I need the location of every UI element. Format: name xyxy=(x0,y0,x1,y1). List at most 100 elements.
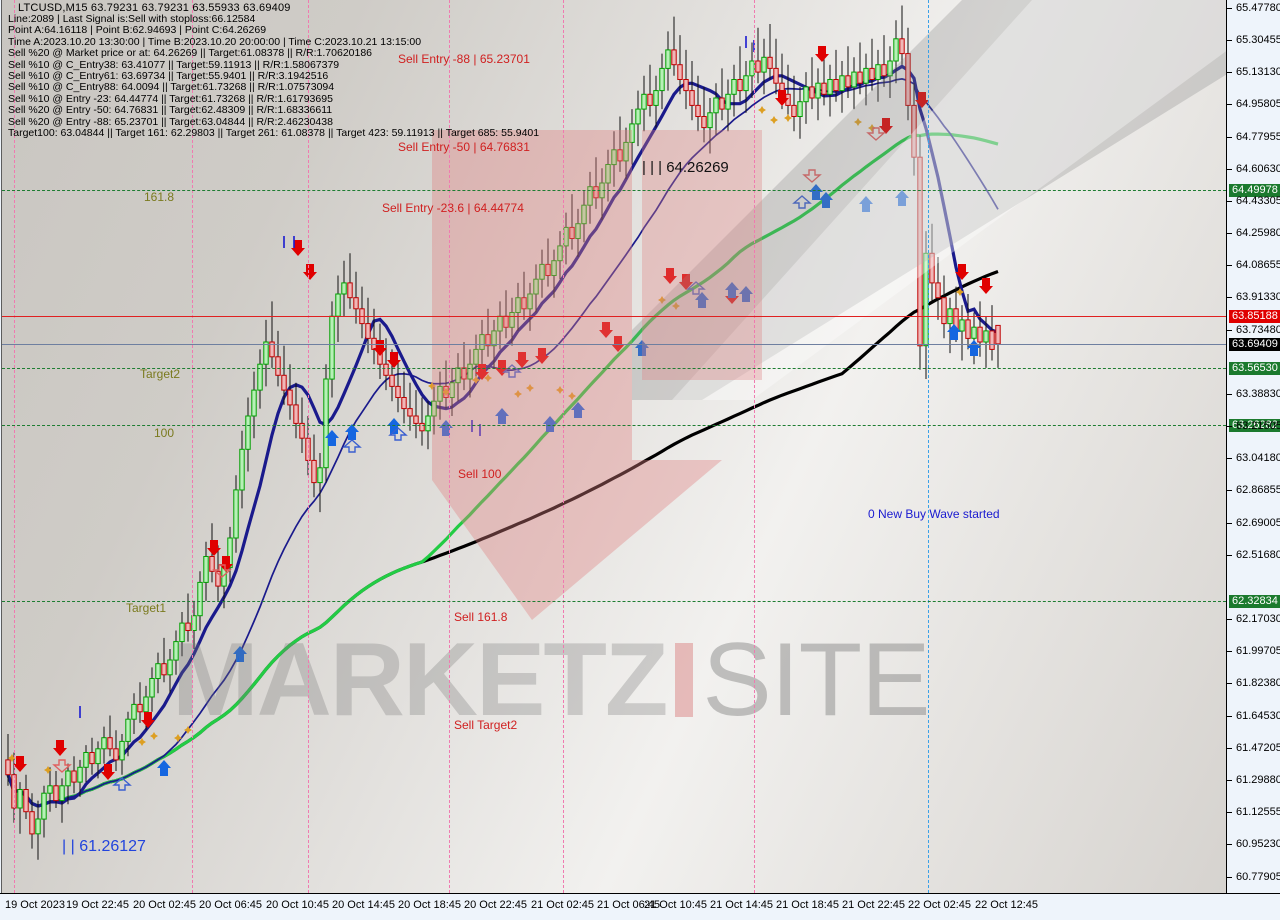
candle-body xyxy=(887,60,893,77)
hollow-down-arrow-icon xyxy=(802,169,822,183)
candle-body xyxy=(395,385,401,398)
candle-body xyxy=(929,252,935,284)
sell-signal-arrow-icon xyxy=(879,118,893,134)
candle-body xyxy=(659,67,665,92)
candle-body xyxy=(275,356,281,376)
candle-body xyxy=(629,123,635,143)
candle-body xyxy=(35,818,41,835)
sell-signal-arrow-icon xyxy=(53,740,67,756)
candle-body xyxy=(737,79,743,92)
candle-body xyxy=(389,374,395,387)
candlestick-group xyxy=(5,5,1001,860)
candle-body xyxy=(611,149,617,166)
candle-body xyxy=(491,330,497,347)
candle-body xyxy=(173,641,179,661)
hollow-down-arrow-icon xyxy=(866,127,886,141)
price-tick-label: 64.95805 xyxy=(1236,98,1280,110)
candle-body xyxy=(911,104,917,158)
price-scale[interactable]: 64.49978 63.85188 63.69409 63.56530 63.26282… xyxy=(1226,0,1280,893)
time-tick-label: 21 Oct 06:45 xyxy=(597,899,660,911)
vertical-time-separator xyxy=(754,0,755,893)
sell-signal-arrow-icon xyxy=(955,264,969,280)
price-tick-label: 65.30455 xyxy=(1236,34,1280,46)
price-tick-mark xyxy=(1227,748,1232,749)
ma-navy-slow-line xyxy=(7,78,999,808)
candle-body xyxy=(497,315,503,332)
candle-body xyxy=(143,696,149,713)
buy-signal-arrow-icon xyxy=(859,196,873,212)
price-tick-mark xyxy=(1227,72,1232,73)
candle-body xyxy=(863,67,869,84)
price-level-line xyxy=(2,368,1226,369)
candle-body xyxy=(869,67,875,81)
candle-body xyxy=(215,570,221,587)
candle-body xyxy=(743,75,749,92)
candle-body xyxy=(41,792,47,820)
buy-signal-arrow-icon xyxy=(695,292,709,308)
price-tick-mark xyxy=(1227,104,1232,105)
strategy-info-line: Sell %10 @ Entry -23: 64.44774 || Target… xyxy=(8,92,333,105)
star-marker-icon xyxy=(526,384,534,392)
candle-body xyxy=(209,556,215,572)
candle-body xyxy=(233,489,239,539)
chart-text-annotation: | | 61.26127 xyxy=(62,838,146,855)
vertical-time-separator xyxy=(14,0,15,893)
candle-body xyxy=(203,556,209,583)
sell-signal-arrow-icon xyxy=(679,274,693,290)
vertical-time-separator xyxy=(449,0,450,893)
candle-body xyxy=(269,341,275,358)
strategy-info-lines: Line:2089 | Last Signal is:Sell with sto… xyxy=(8,13,540,140)
star-marker-icon xyxy=(8,754,16,762)
buy-signal-arrow-icon xyxy=(725,282,739,298)
candle-body xyxy=(851,71,857,88)
buy-signal-arrow-icon xyxy=(947,324,961,340)
candle-body xyxy=(983,330,989,343)
candle-body xyxy=(305,437,311,461)
ma-navy-fast-line xyxy=(6,64,999,808)
sell-signal-arrow-icon xyxy=(303,264,317,280)
star-marker-icon xyxy=(428,382,436,390)
candle-body xyxy=(167,659,173,676)
candle-body xyxy=(179,622,185,643)
candle-body xyxy=(731,79,737,95)
candle-body xyxy=(959,319,965,332)
price-tick-label: 63.73480 xyxy=(1236,324,1280,336)
buy-signal-arrow-icon xyxy=(439,420,453,436)
time-tick-label: 20 Oct 06:45 xyxy=(199,899,262,911)
candle-body xyxy=(323,378,329,469)
candle-body xyxy=(617,149,623,162)
star-marker-icon xyxy=(472,376,480,384)
candle-body xyxy=(605,164,611,184)
hollow-up-arrow-icon xyxy=(502,364,522,378)
candle-body xyxy=(857,71,863,84)
sell-signal-arrow-icon xyxy=(815,46,829,62)
sell-signal-arrow-icon xyxy=(13,756,27,772)
price-tick-label: 63.38830 xyxy=(1236,388,1280,400)
candle-body xyxy=(335,293,341,317)
price-level-line xyxy=(2,425,1226,426)
candle-body xyxy=(419,422,425,432)
candle-body xyxy=(977,326,983,343)
fib-level-label: Target2 xyxy=(140,367,181,381)
candle-body xyxy=(125,718,131,742)
candle-body xyxy=(533,278,539,295)
price-tick-mark xyxy=(1227,555,1232,556)
price-tick-mark xyxy=(1227,297,1232,298)
chart-text-annotation: Sell 161.8 xyxy=(454,610,508,624)
candle-body xyxy=(677,64,683,80)
star-marker-icon xyxy=(150,732,158,740)
strategy-info-line: Sell %10 @ C_Entry38: 63.41077 || Target… xyxy=(8,58,340,71)
fib-level-label: 161.8 xyxy=(144,190,175,204)
candle-body xyxy=(59,785,65,802)
time-scale[interactable]: 19 Oct 2023 19 Oct 22:45 20 Oct 02:45 20 Oc… xyxy=(0,893,1280,920)
candle-body xyxy=(773,67,779,84)
time-tick-label: 20 Oct 14:45 xyxy=(332,899,395,911)
time-tick-label: 20 Oct 02:45 xyxy=(133,899,196,911)
strategy-info-line: Target100: 63.04844 || Target 161: 62.29… xyxy=(8,127,540,140)
candle-body xyxy=(527,293,533,310)
chart-plot-area[interactable]: MARKETZ SITE 161.8 Target2 100 Target1 Sell… xyxy=(1,0,1226,893)
candle-body xyxy=(299,422,305,439)
candle-body xyxy=(941,297,947,325)
time-tick-label: 20 Oct 10:45 xyxy=(266,899,329,911)
price-tick-mark xyxy=(1227,716,1232,717)
